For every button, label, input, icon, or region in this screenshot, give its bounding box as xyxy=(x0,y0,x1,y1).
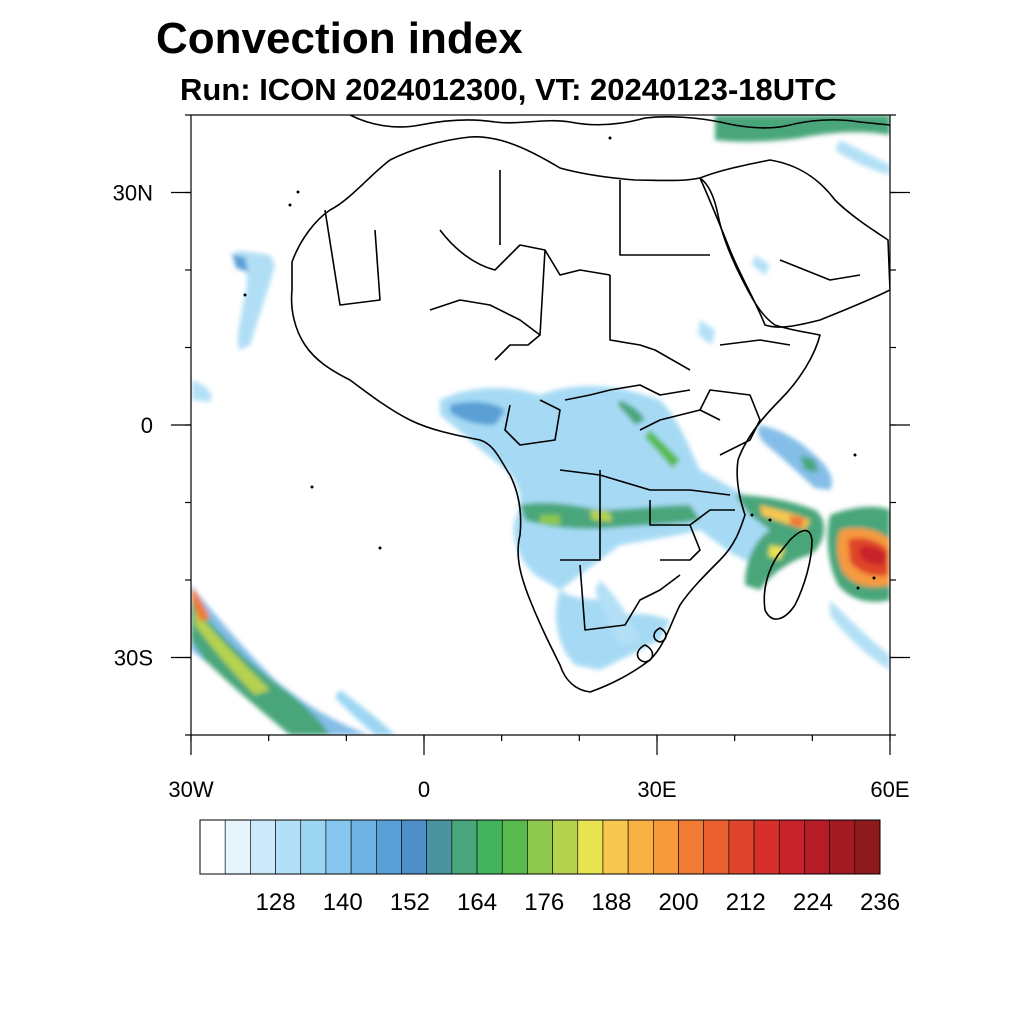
west-africa-streaks xyxy=(235,250,275,350)
axis-labels: 30N 0 30S 30W 0 30E 60E xyxy=(113,181,910,803)
arabia-outline xyxy=(699,159,890,328)
map-subtitle: Run: ICON 2024012300, VT: 20240123-18UTC xyxy=(180,72,837,107)
colorbar-swatch xyxy=(426,819,453,875)
colorbar-swatch xyxy=(275,819,302,875)
colorbar-swatch xyxy=(552,819,579,875)
colorbar-swatch xyxy=(401,819,427,875)
colorbar-swatch xyxy=(250,819,276,875)
lat-label: 30N xyxy=(113,181,153,206)
colorbar-swatch xyxy=(350,819,377,875)
colorbar-swatch xyxy=(728,819,755,875)
colorbar-swatch xyxy=(300,819,327,875)
colorbar-label: 212 xyxy=(726,889,766,916)
map-plot-area xyxy=(191,115,890,735)
colorbar-swatch xyxy=(678,819,705,875)
colorbar-swatch xyxy=(778,819,805,875)
northeast-corner-field xyxy=(715,115,890,142)
lat-label: 0 xyxy=(141,413,153,438)
colorbar-label: 224 xyxy=(793,889,833,916)
colorbar-label: 200 xyxy=(659,889,699,916)
colorbar-swatch xyxy=(451,819,478,875)
colorbar-swatch xyxy=(325,819,352,875)
madagascar-outline xyxy=(763,529,813,620)
lon-label: 60E xyxy=(870,777,909,802)
colorbar-label: 128 xyxy=(256,889,296,916)
colorbar-swatch xyxy=(703,819,730,875)
colorbar-swatch xyxy=(602,819,629,875)
indian-ocean-band xyxy=(758,425,832,490)
lon-label: 30W xyxy=(168,777,213,802)
colorbar-swatch xyxy=(476,819,503,875)
colorbar-swatch xyxy=(501,819,528,875)
lat-label: 30S xyxy=(114,646,153,671)
map-title: Convection index xyxy=(156,14,523,63)
colorbar-label: 188 xyxy=(591,889,631,916)
colorbar-swatch xyxy=(829,819,856,875)
colorbar-label: 152 xyxy=(390,889,430,916)
convection-field xyxy=(191,115,890,735)
coastlines-and-borders xyxy=(290,115,890,693)
colorbar-label: 140 xyxy=(323,889,363,916)
lon-label: 0 xyxy=(418,777,430,802)
colorbar-swatch xyxy=(653,819,679,875)
colorbar-swatch xyxy=(854,819,881,875)
islands xyxy=(243,136,876,590)
colorbar-label: 236 xyxy=(860,889,900,916)
colorbar-swatch xyxy=(804,819,830,875)
colorbar-swatch xyxy=(375,819,402,875)
colorbar-swatch xyxy=(577,819,604,875)
colorbar-label: 164 xyxy=(457,889,497,916)
africa-coastline xyxy=(290,136,821,693)
colorbar-swatch xyxy=(199,819,226,875)
colorbar-label: 176 xyxy=(524,889,564,916)
colorbar-swatch xyxy=(527,819,553,875)
axis-ticks xyxy=(171,114,910,755)
congo-basin-field xyxy=(440,385,796,670)
europe-coast xyxy=(349,115,890,129)
colorbar: 128 140 152 164 176 188 200 212 224 236 xyxy=(199,819,900,916)
lon-label: 30E xyxy=(637,777,676,802)
colorbar-swatch xyxy=(753,819,780,875)
colorbar-swatch xyxy=(627,819,654,875)
colorbar-frame xyxy=(199,819,881,875)
colorbar-swatch xyxy=(224,819,251,875)
